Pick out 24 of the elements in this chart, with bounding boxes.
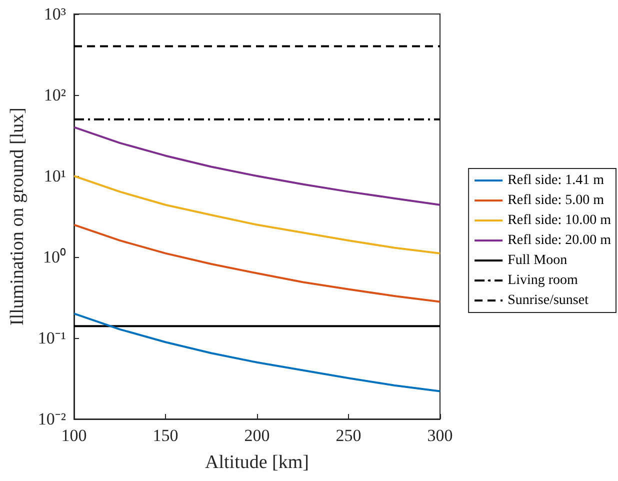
line-series: [72, 126, 441, 206]
legend-label: Refl side: 5.00 m: [508, 193, 604, 208]
x-tick-label: 300: [427, 426, 453, 445]
y-tick-label: 10³: [44, 4, 66, 24]
line-series: [72, 175, 441, 254]
line-series: [72, 312, 441, 392]
legend-label: Refl side: 20.00 m: [508, 233, 612, 248]
line-series: [72, 224, 441, 303]
y-axis-title: Illumination on ground [lux]: [7, 108, 28, 326]
legend-label: Sunrise/sunset: [508, 293, 589, 308]
x-tick-label: 100: [61, 426, 87, 445]
x-tick-label: 150: [152, 426, 178, 445]
y-tick-label: 10¹: [44, 166, 66, 186]
x-tick-label: 200: [244, 426, 270, 445]
x-axis-title: Altitude [km]: [205, 452, 309, 473]
y-tick-label: 10²: [44, 86, 66, 104]
y-tick-label: 10⁰: [42, 248, 66, 266]
legend-label: Full Moon: [508, 253, 568, 268]
y-tick-label: 10⁻¹: [38, 328, 66, 348]
y-tick-label: 10⁻²: [38, 410, 66, 428]
legend-label: Refl side: 10.00 m: [508, 213, 612, 228]
x-tick-label: 250: [336, 426, 362, 445]
legend-label: Refl side: 1.41 m: [508, 173, 604, 188]
legend-label: Living room: [508, 273, 578, 288]
